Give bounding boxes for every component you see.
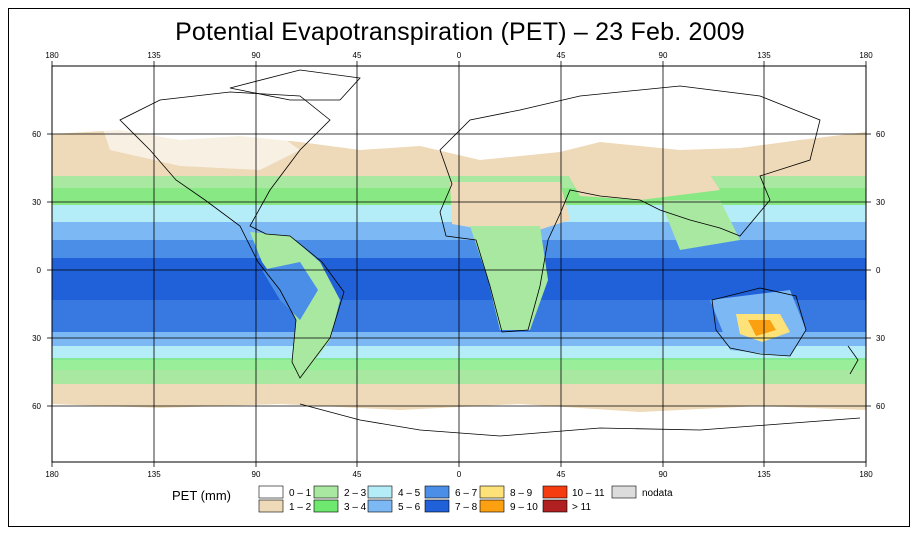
lat-labels-right: 60 30 0 30 60 [876, 130, 885, 411]
legend: PET (mm) 0 – 1 1 – 2 2 – 3 3 – 4 4 – 5 5… [172, 485, 673, 513]
lon-bottom-135w: 135 [147, 470, 161, 479]
legend-label-6-7: 6 – 7 [455, 488, 478, 499]
legend-swatch-3-4 [313, 499, 339, 513]
legend-label-4-5: 4 – 5 [398, 488, 421, 499]
legend-label-0-1: 0 – 1 [289, 488, 312, 499]
lon-labels-bottom: 180 135 90 45 0 45 90 135 180 [45, 470, 873, 479]
coast-greenland [229, 69, 361, 101]
lon-bottom-180e: 180 [859, 470, 873, 479]
lon-bottom-180w: 180 [45, 470, 59, 479]
legend-label-gt-11: > 11 [572, 502, 591, 513]
coast-americas [119, 91, 345, 379]
lon-bottom-90w: 90 [252, 470, 261, 479]
legend-swatch-2-3 [313, 485, 339, 499]
lon-top-135w: 135 [147, 51, 161, 60]
legend-swatch-8-9 [479, 485, 505, 499]
lon-top-90w: 90 [252, 51, 261, 60]
lon-top-180w: 180 [45, 51, 59, 60]
legend-swatch-10-11 [542, 485, 568, 499]
coast-new-zealand [847, 345, 859, 375]
legend-swatch-0-1 [258, 485, 284, 499]
lon-bottom-45e: 45 [557, 470, 566, 479]
legend-label-3-4: 3 – 4 [344, 502, 367, 513]
lat-right-30s: 30 [876, 334, 885, 343]
map-title: Potential Evapotranspiration (PET) – 23 … [175, 18, 745, 46]
legend-swatch-7-8 [424, 499, 450, 513]
lat-left-60s: 60 [32, 402, 41, 411]
legend-swatch-6-7 [424, 485, 450, 499]
lon-bottom-135e: 135 [757, 470, 771, 479]
legend-swatch-gt-11 [542, 499, 568, 513]
land-sahara [450, 182, 570, 236]
legend-swatch-nodata [611, 485, 637, 499]
legend-label-nodata: nodata [642, 488, 673, 499]
legend-swatch-4-5 [367, 485, 393, 499]
coast-eurasia-africa [439, 85, 821, 333]
legend-label-8-9: 8 – 9 [510, 488, 533, 499]
lon-top-135e: 135 [757, 51, 771, 60]
legend-label-1-2: 1 – 2 [289, 502, 312, 513]
legend-label-5-6: 5 – 6 [398, 502, 421, 513]
legend-label-2-3: 2 – 3 [344, 488, 367, 499]
lat-right-60s: 60 [876, 402, 885, 411]
lon-top-90e: 90 [659, 51, 668, 60]
land-asia [560, 160, 720, 200]
legend-label-9-10: 9 – 10 [510, 502, 538, 513]
land-amazon [262, 262, 318, 320]
lon-bottom-45w: 45 [353, 470, 362, 479]
lat-left-0: 0 [37, 266, 42, 275]
lon-top-45w: 45 [353, 51, 362, 60]
lat-left-30s: 30 [32, 334, 41, 343]
legend-swatch-9-10 [479, 499, 505, 513]
lon-top-45e: 45 [557, 51, 566, 60]
lat-right-30n: 30 [876, 198, 885, 207]
coast-australia [711, 287, 807, 357]
land-south-asia [660, 200, 740, 250]
hotspot-australia-9-10 [748, 320, 776, 336]
legend-label-10-11: 10 – 11 [572, 488, 605, 499]
coast-antarctica [299, 403, 861, 437]
land-central-africa [470, 226, 548, 330]
land-north-america [100, 100, 300, 170]
lon-top-180e: 180 [859, 51, 873, 60]
graticule [52, 66, 866, 462]
tick-marks [47, 61, 871, 467]
lon-labels-top: 180 135 90 45 0 45 90 135 180 [45, 51, 873, 60]
lat-right-60n: 60 [876, 130, 885, 139]
lat-left-30n: 30 [32, 198, 41, 207]
lon-top-0: 0 [457, 51, 462, 60]
legend-swatch-5-6 [367, 499, 393, 513]
lat-right-0: 0 [876, 266, 881, 275]
lat-left-60n: 60 [32, 130, 41, 139]
legend-unit-label: PET (mm) [172, 488, 231, 503]
lon-bottom-0: 0 [457, 470, 462, 479]
legend-label-7-8: 7 – 8 [455, 502, 478, 513]
legend-swatch-1-2 [258, 499, 284, 513]
lat-labels-left: 60 30 0 30 60 [32, 130, 41, 411]
figure-frame [8, 8, 910, 527]
lon-bottom-90e: 90 [659, 470, 668, 479]
coastlines [119, 69, 861, 437]
